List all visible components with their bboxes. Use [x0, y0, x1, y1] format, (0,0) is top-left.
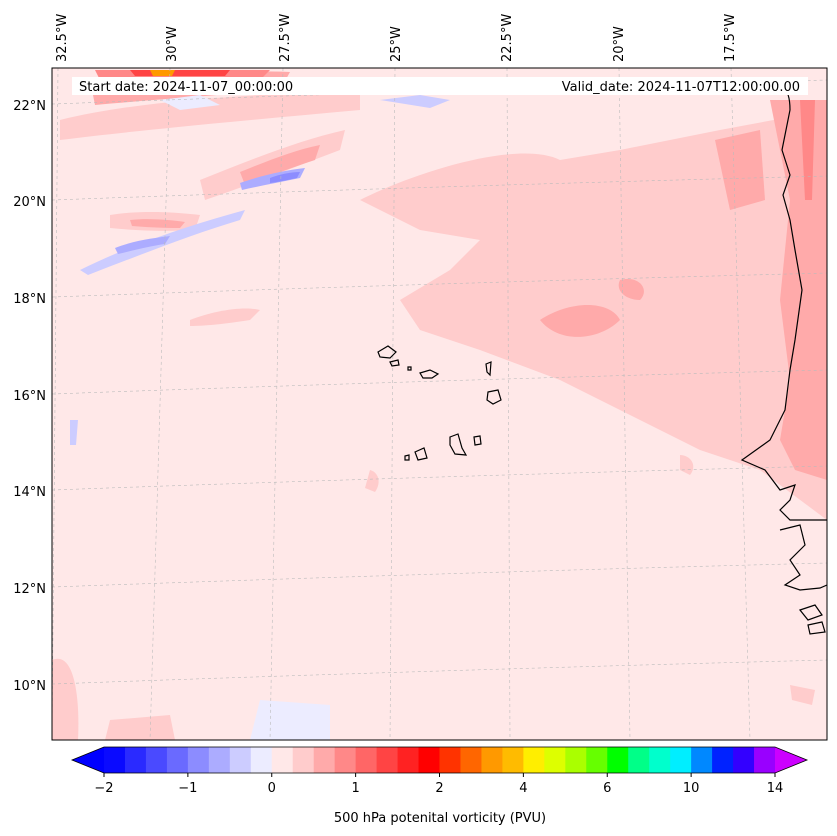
lat-label: 18°N — [13, 292, 46, 307]
colorbar-cell — [104, 747, 126, 773]
lon-label: 17.5°W — [723, 14, 738, 62]
colorbar-cell — [250, 747, 273, 773]
lat-label: 22°N — [13, 99, 46, 114]
colorbar-cell — [376, 747, 399, 773]
colorbar-cell — [355, 747, 378, 773]
colorbar-cell — [313, 747, 336, 773]
lon-label: 30°W — [165, 26, 180, 62]
colorbar-cell — [292, 747, 315, 773]
colorbar-cell — [607, 747, 629, 773]
lat-label: 16°N — [13, 389, 46, 404]
colorbar-cell — [691, 747, 713, 773]
lat-label: 14°N — [13, 485, 46, 500]
lon-label: 27.5°W — [278, 14, 293, 62]
colorbar-cell — [712, 747, 734, 773]
colorbar-tick-label: 10 — [683, 781, 700, 796]
colorbar-cell — [418, 747, 440, 773]
lat-label: 10°N — [13, 679, 46, 694]
colorbar-cell — [334, 747, 357, 773]
colorbar-tick-label: 6 — [603, 781, 611, 796]
colorbar-over-arrow — [775, 747, 807, 773]
colorbar-title: 500 hPa potenital vorticity (PVU) — [334, 811, 546, 826]
start-date-label: Start date: 2024-11-07_00:00:00 — [79, 80, 293, 95]
colorbar-tick-label: −1 — [178, 781, 197, 796]
colorbar-cell — [208, 747, 231, 773]
colorbar-cell — [670, 747, 692, 773]
lon-label: 32.5°W — [55, 14, 70, 62]
colorbar-cell — [166, 747, 189, 773]
colorbar-cell — [733, 747, 755, 773]
lon-label: 25°W — [389, 26, 404, 62]
colorbar: −2 −1 0 1 2 4 6 10 14 — [70, 746, 809, 796]
colorbar-cell — [628, 747, 650, 773]
colorbar-cell — [649, 747, 671, 773]
colorbar-cell — [271, 747, 294, 773]
colorbar-cell — [460, 747, 482, 773]
lat-label: 12°N — [13, 582, 46, 597]
colorbar-cell — [502, 747, 524, 773]
colorbar-tick-label: 2 — [435, 781, 443, 796]
colorbar-cell — [481, 747, 503, 773]
colorbar-tick-label: 1 — [351, 781, 359, 796]
colorbar-cell — [439, 747, 461, 773]
latitude-labels: 22°N 20°N 18°N 16°N 14°N 12°N 10°N — [13, 99, 46, 694]
colorbar-cell — [544, 747, 566, 773]
map-frame — [51, 67, 828, 741]
valid-date-label: Valid_date: 2024-11-07T12:00:00.00 — [562, 80, 800, 95]
colorbar-tick-label: 14 — [767, 781, 784, 796]
colorbar-cell — [397, 747, 420, 773]
colorbar-cell — [124, 747, 147, 773]
pv-field — [52, 68, 827, 740]
colorbar-cell — [586, 747, 608, 773]
colorbar-cell — [523, 747, 545, 773]
colorbar-cell — [229, 747, 252, 773]
lon-label: 20°W — [612, 26, 627, 62]
colorbar-under-arrow — [72, 747, 104, 773]
colorbar-cell — [187, 747, 210, 773]
colorbar-tick-label: 0 — [268, 781, 276, 796]
colorbar-cell — [565, 747, 587, 773]
colorbar-tick-label: 4 — [519, 781, 527, 796]
colorbar-tick-label: −2 — [94, 781, 113, 796]
lon-label: 22.5°W — [500, 14, 515, 62]
colorbar-cell — [145, 747, 168, 773]
lat-label: 20°N — [13, 195, 46, 210]
colorbar-cell — [754, 747, 776, 773]
longitude-labels: 32.5°W 30°W 27.5°W 25°W 22.5°W 20°W 17.5… — [55, 14, 738, 62]
